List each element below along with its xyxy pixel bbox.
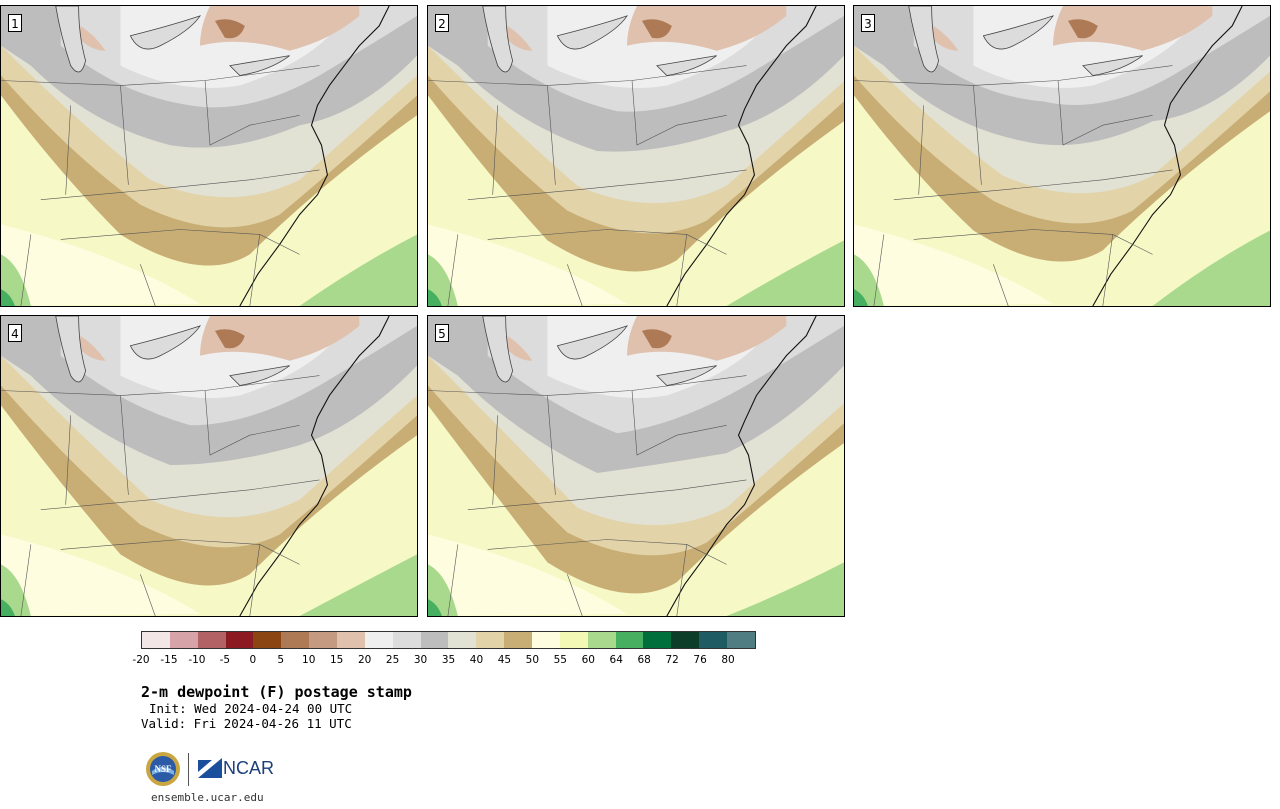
map-panel-3: 3 — [853, 5, 1271, 307]
colorbar-swatch — [364, 632, 393, 648]
dewpoint-field — [428, 6, 844, 306]
colorbar-swatch — [309, 632, 338, 648]
colorbar-swatch — [169, 632, 198, 648]
dewpoint-field — [1, 6, 417, 306]
valid-time: Valid: Fri 2024-04-26 11 UTC — [141, 716, 352, 731]
dewpoint-field — [1, 316, 417, 616]
logo-divider — [188, 753, 189, 786]
colorbar-tick-label: -5 — [219, 654, 231, 666]
colorbar-tick-label: 35 — [441, 654, 456, 666]
map-panel-5: 5 — [427, 315, 845, 617]
colorbar-swatch — [448, 632, 477, 648]
init-time: Init: Wed 2024-04-24 00 UTC — [149, 701, 353, 716]
dewpoint-field — [854, 6, 1270, 306]
plot-title: 2-m dewpoint (F) postage stamp — [141, 683, 412, 701]
colorbar-tick-label: 45 — [497, 654, 512, 666]
colorbar-tick-label: 55 — [553, 654, 567, 666]
site-url: ensemble.ucar.edu — [151, 791, 264, 804]
colorbar-tick-label: 25 — [385, 654, 400, 666]
colorbar-swatch — [587, 632, 616, 648]
dewpoint-field — [428, 316, 844, 616]
colorbar-swatch — [392, 632, 421, 648]
colorbar-swatch — [727, 632, 755, 648]
colorbar-swatch — [504, 632, 533, 648]
colorbar-swatch — [699, 632, 728, 648]
colorbar-tick-label: 68 — [637, 654, 651, 666]
member-label: 1 — [8, 14, 22, 32]
ncar-mark-icon — [198, 758, 222, 778]
colorbar-tick-label: 60 — [581, 654, 595, 666]
colorbar-swatch — [615, 632, 644, 648]
colorbar-swatch — [671, 632, 700, 648]
colorbar-swatch — [337, 632, 365, 648]
ncar-logo: NCAR — [198, 757, 274, 779]
colorbar-tick-label: 5 — [277, 654, 285, 666]
colorbar-tick-label: 15 — [329, 654, 344, 666]
map-panel-1: 1 — [0, 5, 418, 307]
colorbar-swatch — [643, 632, 672, 648]
member-label: 2 — [435, 14, 449, 32]
colorbar-tick-label: 72 — [665, 654, 679, 666]
colorbar-swatch — [559, 632, 588, 648]
nsf-logo-icon: NSF — [146, 752, 180, 786]
colorbar-swatch — [281, 632, 310, 648]
member-label: 4 — [8, 324, 22, 342]
colorbar-swatch — [142, 632, 170, 648]
colorbar-swatch — [532, 632, 560, 648]
colorbar-swatch — [420, 632, 449, 648]
colorbar-tick-label: -10 — [188, 654, 206, 666]
colorbar-tick-label: 0 — [249, 654, 257, 666]
colorbar-tick-label: 80 — [721, 654, 735, 666]
colorbar-swatch — [476, 632, 505, 648]
colorbar-swatch — [253, 632, 282, 648]
dewpoint-colorbar — [141, 631, 756, 649]
ncar-wordmark: NCAR — [223, 757, 275, 778]
map-panel-4: 4 — [0, 315, 418, 617]
colorbar-tick-label: 10 — [302, 654, 316, 666]
colorbar-swatch — [197, 632, 226, 648]
member-label: 3 — [861, 14, 875, 32]
colorbar-ticks: -20 -15 -10 -5 0 5 10 15 20 25 30 35 40 45 50 55 60 64 68 7… — [132, 654, 756, 668]
colorbar-tick-label: 40 — [469, 654, 484, 666]
colorbar-tick-label: -15 — [160, 654, 178, 666]
colorbar-swatch — [225, 632, 254, 648]
colorbar-tick-label: 50 — [525, 654, 540, 666]
member-label: 5 — [435, 324, 449, 342]
colorbar-tick-label: 64 — [609, 654, 623, 666]
svg-text:NSF: NSF — [154, 764, 172, 774]
colorbar-tick-label: 20 — [357, 654, 372, 666]
colorbar-tick-label: 30 — [413, 654, 428, 666]
map-panel-2: 2 — [427, 5, 845, 307]
colorbar-tick-label: -20 — [132, 654, 150, 666]
colorbar-tick-label: 76 — [693, 654, 707, 666]
